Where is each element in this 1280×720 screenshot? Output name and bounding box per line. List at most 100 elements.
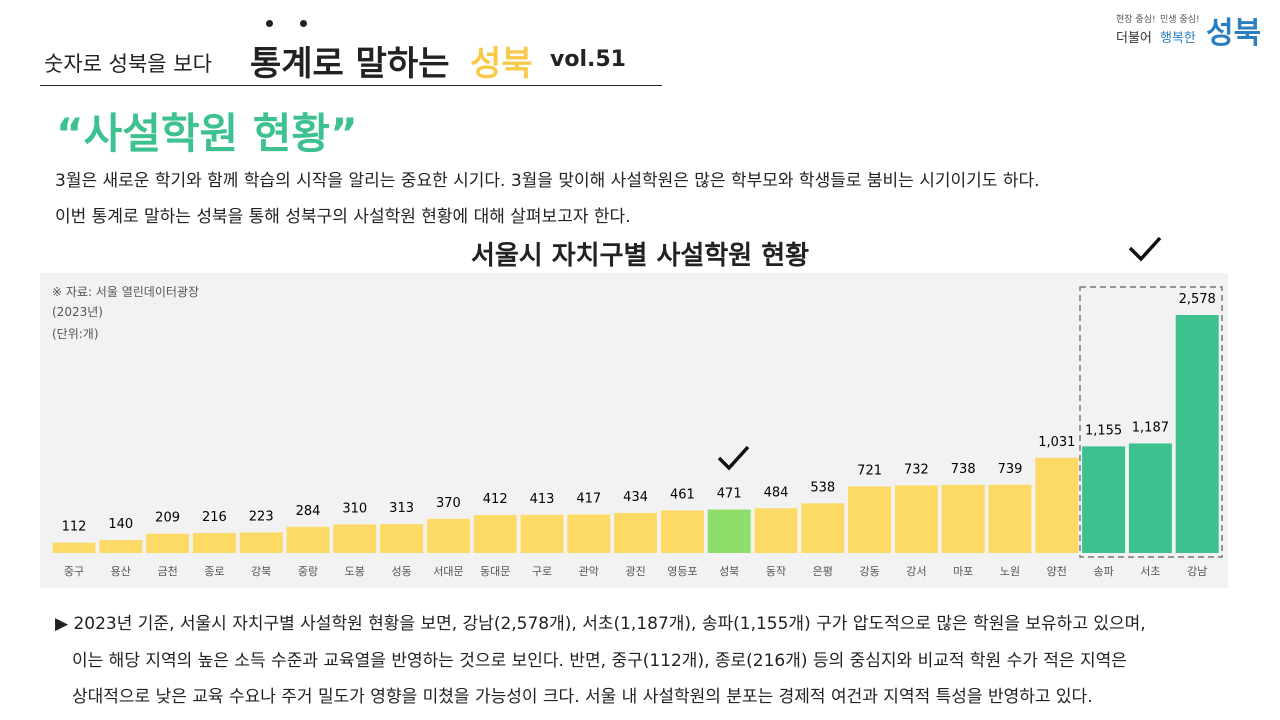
x-tick-label: 서대문 [433,565,463,578]
bar [988,484,1032,553]
value-label: 484 [764,485,789,500]
value-label: 434 [623,490,648,505]
x-tick-label: 광진 [625,565,645,578]
value-label: 223 [249,509,274,524]
x-tick-label: 은평 [813,565,833,578]
bar [1082,446,1126,553]
value-label: 140 [108,517,133,532]
value-label: 1,187 [1132,420,1169,435]
series-label: 숫자로 성북을 보다 [44,52,212,76]
bar [1128,443,1172,553]
bar [333,524,377,553]
chart-note: (2023년) [52,305,103,319]
x-tick-label: 중랑 [298,565,318,578]
x-tick-label: 영등포 [667,565,697,578]
value-label: 413 [530,492,555,507]
bar [239,532,283,553]
logo-word: 더불어 [1116,31,1152,46]
x-tick-label: 양천 [1047,564,1067,578]
bar [426,518,470,553]
dot [266,20,273,27]
x-tick-label: 동대문 [480,565,510,578]
x-tick-label: 노원 [1000,565,1020,578]
headline: “사설학원 현황” [56,109,358,158]
x-tick-label: 강서 [906,565,926,578]
bar [660,510,704,553]
value-label: 313 [389,501,414,516]
value-label: 732 [904,462,929,477]
chart-title: 서울시 자치구별 사설학원 현황 [470,241,810,271]
value-label: 1,155 [1085,423,1122,438]
x-tick-label: 성동 [391,565,411,578]
summary-line: 상대적으로 낮은 교육 수요나 주거 밀도가 영향을 미쳤을 가능성이 크다. … [72,687,1093,707]
x-tick-label: 종로 [204,565,224,578]
x-tick-label: 마포 [953,565,973,578]
x-tick-label: 송파 [1093,565,1113,578]
x-tick-label: 강남 [1187,565,1207,578]
intro-line: 이번 통계로 말하는 성북을 통해 성북구의 사설학원 현황에 대해 살펴보고자… [55,207,631,227]
value-label: 1,031 [1038,435,1075,450]
volume: vol.51 [550,47,626,72]
chart-note: (단위:개) [52,327,99,341]
x-tick-label: 구로 [532,565,552,578]
bar [941,484,985,553]
dot [300,20,307,27]
bar [1035,457,1079,553]
value-label: 738 [951,462,976,477]
intro-line: 3월은 새로운 학기와 함께 학습의 시작을 알리는 중요한 시기다. 3월을 … [55,171,1040,191]
bar [567,514,611,553]
value-label: 538 [810,480,835,495]
value-label: 112 [62,520,87,535]
bar [848,486,892,553]
value-label: 417 [576,492,601,507]
x-tick-label: 용산 [111,565,131,578]
x-tick-label: 금천 [157,564,177,578]
bar [473,514,517,553]
logo-slogan: 현장 중심! [1116,15,1156,25]
bar [52,542,96,553]
bar [192,533,236,553]
x-tick-label: 성북 [719,565,739,578]
value-label: 461 [670,487,695,502]
bar [99,540,143,553]
value-label: 209 [155,511,180,526]
x-tick-label: 강북 [251,565,271,578]
value-label: 739 [998,462,1023,477]
bar [520,514,564,553]
bar [754,508,798,553]
logo-slogan: 민생 중심! [1160,15,1200,25]
title-accent: 성북 [470,44,533,84]
value-label: 721 [857,463,882,478]
value-label: 370 [436,496,461,511]
rule [40,85,662,86]
bar [146,533,190,553]
bar [1175,315,1219,553]
highlight-box [1079,286,1223,558]
value-label: 2,578 [1179,292,1216,307]
value-label: 471 [717,487,742,502]
x-tick-label: 동작 [766,565,786,578]
bar [707,509,751,553]
bar [614,512,658,553]
bar [894,485,938,553]
value-label: 310 [342,501,367,516]
x-tick-label: 강동 [859,565,879,578]
summary-line: 이는 해당 지역의 높은 소득 수준과 교육열을 반영하는 것으로 보인다. 반… [72,651,1127,671]
logo-word: 행복한 [1160,31,1196,46]
checkmark [1128,236,1162,262]
checkmark [717,445,750,471]
summary-line: ▶ 2023년 기준, 서울시 자치구별 사설학원 현황을 보면, 강남(2,5… [55,614,1146,634]
x-tick-label: 중구 [64,565,84,578]
x-tick-label: 관악 [579,565,599,578]
x-tick-label: 서초 [1140,565,1160,578]
bar [380,524,424,553]
title-main: 통계로 말하는 [250,44,450,84]
x-tick-label: 도봉 [345,565,365,578]
value-label: 216 [202,510,227,525]
chart-note: ※ 자료: 서울 열린데이터광장 [52,285,199,299]
bar [286,526,330,553]
value-label: 412 [483,492,508,507]
bar [801,503,845,553]
